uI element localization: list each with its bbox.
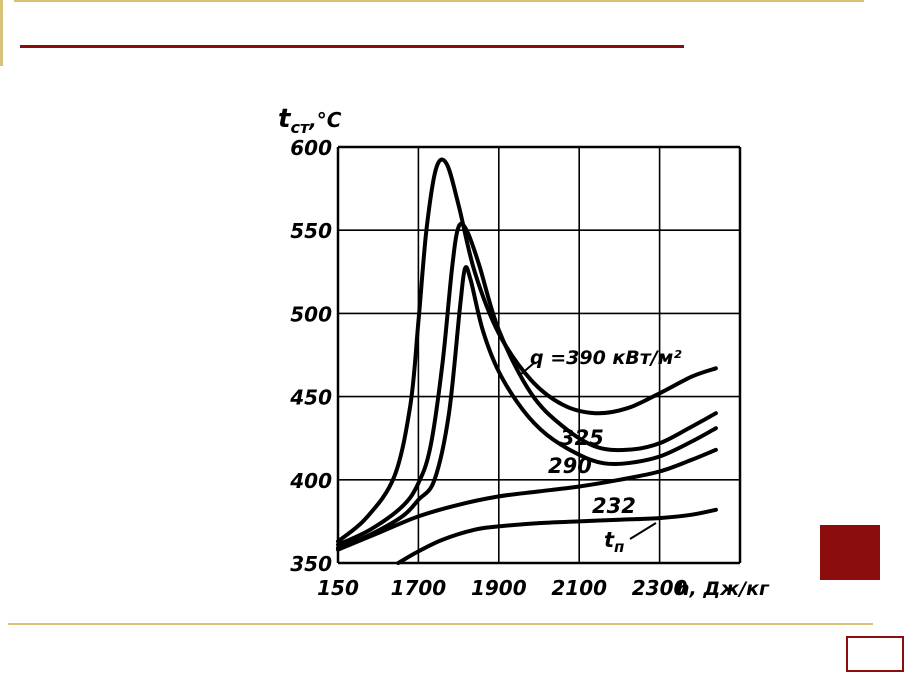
chart-grid (336, 145, 742, 565)
x-tick-labels: 150 1700 1900 2100 2300 (317, 576, 687, 600)
x-tick-label: 150 (317, 576, 359, 600)
y-tick-label: 400 (289, 469, 332, 493)
tn-label-leader (629, 522, 657, 540)
slide-top-rule (14, 0, 864, 2)
series-line-tn (396, 507, 718, 565)
y-tick-label: 600 (290, 136, 332, 160)
x-axis-label: h, Дж/кг (676, 578, 770, 600)
y-tick-labels: 350 400 450 500 550 600 (289, 136, 332, 576)
chart-curves (336, 157, 718, 565)
title-underline (20, 45, 684, 48)
slide-left-rule (0, 0, 3, 66)
curve-label-232: 232 (592, 494, 636, 518)
y-tick-label: 500 (290, 302, 332, 326)
nav-square[interactable] (820, 525, 880, 580)
y-tick-label: 350 (290, 552, 332, 576)
series-line-325 (336, 221, 718, 547)
x-tick-label: 2300 (632, 576, 688, 600)
footer-rule (8, 623, 873, 625)
series-line-232 (336, 447, 718, 552)
y-tick-label: 550 (290, 219, 332, 243)
page-number-box (846, 636, 904, 672)
y-tick-label: 450 (289, 386, 332, 410)
curve-label-290: 290 (548, 454, 592, 478)
q-annotation: q =390 кВт/м² (530, 347, 682, 369)
y-axis-label: tст,°C (278, 104, 342, 137)
wall-temperature-chart: tст,°C 350 400 450 500 550 600 150 1700 1900 210… (278, 104, 770, 600)
series-line-290 (336, 265, 718, 550)
q-annotation-leader (519, 362, 535, 376)
x-tick-label: 1700 (391, 576, 447, 600)
curve-label-325: 325 (560, 426, 604, 450)
x-tick-label: 2100 (551, 576, 607, 600)
curve-label-tn: tп (604, 528, 624, 556)
x-tick-label: 1900 (471, 576, 527, 600)
